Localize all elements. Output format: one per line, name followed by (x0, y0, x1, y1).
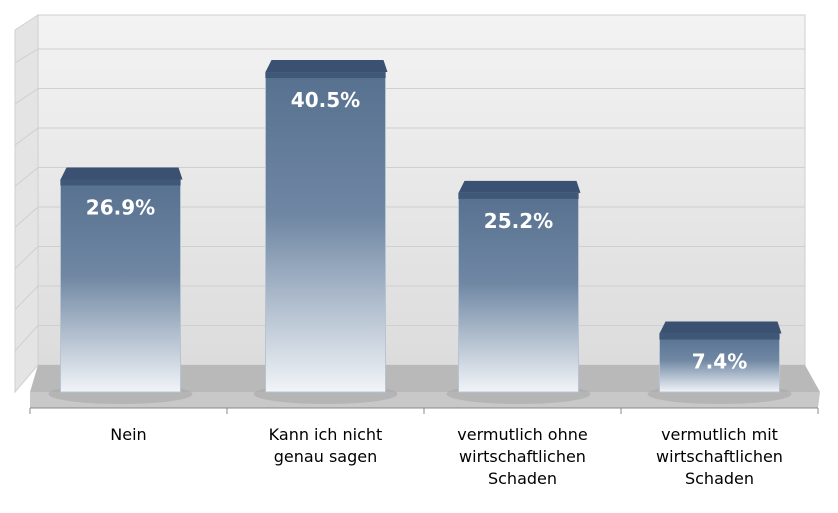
gridline-side (14, 246, 39, 269)
bar-body (458, 192, 579, 393)
x-tick-label: wirtschaftlichen (459, 447, 586, 466)
bar-body (60, 178, 181, 393)
x-tick-label: Schaden (488, 469, 557, 488)
data-label: 26.9% (86, 195, 155, 219)
gridline-side (14, 127, 39, 146)
bar-top-edge (659, 333, 780, 340)
side-wall (14, 14, 39, 394)
gridline-side (14, 88, 39, 105)
gridline-side (14, 325, 39, 352)
bar-body (659, 333, 780, 393)
gridline-side (14, 206, 39, 228)
floor-front (30, 392, 820, 408)
x-tick-label: vermutlich mit (661, 425, 778, 444)
bar-top-edge (458, 192, 579, 199)
bar (48, 167, 193, 404)
x-tick-label: wirtschaftlichen (656, 447, 783, 466)
data-label: 7.4% (692, 350, 747, 374)
floor (30, 365, 820, 392)
x-tick-label: vermutlich ohne (457, 425, 587, 444)
bar-top (659, 321, 782, 334)
bar-top-edge (265, 72, 386, 79)
data-label: 40.5% (291, 88, 360, 112)
x-tick-label: genau sagen (274, 447, 377, 466)
gridline-side (14, 167, 39, 187)
x-tick-label: Kann ich nicht (269, 425, 383, 444)
x-tick-label: Nein (110, 425, 146, 444)
bar-top (265, 60, 388, 73)
gridline-side (14, 285, 39, 311)
bar-body (265, 71, 386, 393)
x-tick-label: Schaden (685, 469, 754, 488)
bar-top (60, 167, 183, 180)
data-label: 25.2% (484, 209, 553, 233)
bar (253, 60, 398, 404)
bar-top-edge (60, 179, 181, 186)
gridline-side (14, 48, 39, 64)
bar (446, 180, 591, 404)
bar (647, 321, 792, 404)
bar-top (458, 180, 581, 193)
